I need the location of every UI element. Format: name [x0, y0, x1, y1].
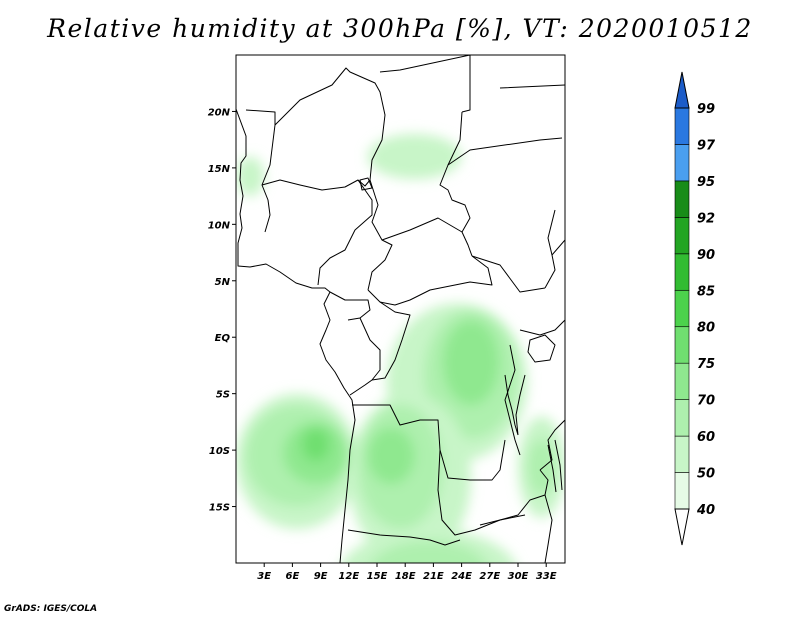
y-tick-label: 5N	[215, 277, 231, 288]
humidity-region-15	[527, 438, 556, 496]
x-tick-label: 33E	[536, 571, 557, 582]
border-car	[367, 217, 493, 306]
y-tick-label: 10N	[208, 220, 231, 231]
border-east-africa	[539, 239, 565, 563]
colorbar-label: 99	[697, 102, 715, 117]
colorbar-label: 40	[696, 503, 715, 518]
border-ne-corner	[499, 84, 565, 256]
x-tick-label: 15E	[367, 571, 388, 582]
lake-chad	[359, 177, 373, 191]
colorbar-label: 97	[697, 138, 716, 153]
colorbar-segment	[674, 472, 690, 510]
colorbar-segment	[674, 144, 690, 182]
colorbar-label: 75	[697, 357, 715, 372]
colorbar-segment	[674, 289, 690, 328]
humidity-region-0	[236, 156, 265, 197]
x-tick-label: 9E	[314, 571, 328, 582]
x-tick-label: 6E	[286, 571, 300, 582]
zambezi-river	[479, 514, 526, 526]
colorbar-segment	[674, 217, 690, 255]
border-niger-nigeria	[261, 124, 371, 233]
colorbar-bottom-triangle	[674, 508, 690, 546]
y-tick-label: 10S	[209, 446, 230, 457]
colorbar-segment	[674, 253, 690, 291]
x-tick-label: 12E	[338, 571, 359, 582]
x-tick-label: 3E	[257, 571, 271, 582]
colorbar-label: 95	[697, 175, 715, 190]
lake-victoria	[527, 334, 556, 363]
x-axis-ticks: 3E 6E 9E 12E 15E 18E 21E 24E 27E 30E 33E	[257, 563, 557, 582]
grads-credit: GrADS: IGES/COLA	[4, 604, 98, 614]
colorbar: 40 50 60 70 75 80 85 90 92 95 97 99	[674, 71, 716, 546]
humidity-region-11	[367, 427, 415, 484]
colorbar-label: 85	[697, 284, 715, 299]
x-tick-label: 21E	[423, 571, 444, 582]
chart-title: Relative humidity at 300hPa [%], VT: 202…	[47, 14, 753, 43]
border-gabon-congo	[329, 291, 381, 396]
border-nigeria-cameroon	[317, 179, 373, 286]
border-great-lakes	[504, 319, 565, 456]
colorbar-segment	[674, 107, 690, 145]
humidity-region-8	[442, 320, 500, 405]
x-tick-label: 24E	[451, 571, 472, 582]
colorbar-label: 70	[697, 394, 715, 409]
lake-tanganyika	[504, 374, 526, 436]
coastline	[236, 108, 356, 563]
y-axis-ticks: 20N 15N 10N 5N EQ 5S 10S 15S	[208, 107, 236, 514]
humidity-region-1	[367, 134, 462, 180]
border-angola-namibia	[347, 529, 461, 546]
y-tick-label: 15S	[209, 503, 230, 514]
border-chad-north	[439, 111, 473, 257]
colorbar-segment	[674, 326, 690, 364]
border-libya	[379, 55, 471, 113]
y-tick-label: 5S	[216, 390, 230, 401]
x-tick-label: 30E	[508, 571, 529, 582]
colorbar-top-triangle	[674, 71, 690, 109]
humidity-region-13	[371, 540, 487, 563]
colorbar-label: 92	[697, 211, 715, 226]
x-tick-label: 27E	[479, 571, 500, 582]
border-sudan	[447, 137, 563, 293]
x-tick-label: 18E	[395, 571, 416, 582]
y-tick-label: 15N	[208, 164, 231, 175]
colorbar-segment	[674, 362, 690, 400]
colorbar-segment	[674, 399, 690, 437]
colorbar-label: 60	[697, 430, 715, 445]
y-tick-label: EQ	[215, 333, 231, 344]
plot-frame	[235, 54, 566, 564]
y-tick-label: 20N	[208, 107, 231, 118]
country-borders	[236, 55, 565, 563]
colorbar-segment	[674, 180, 690, 218]
colorbar-label: 50	[697, 467, 715, 482]
border-cameroon-chad	[367, 179, 393, 291]
border-drc-congo	[371, 301, 411, 381]
humidity-fill-layer	[236, 134, 565, 563]
lake-malawi	[547, 439, 563, 493]
humidity-region-5	[301, 427, 330, 462]
colorbar-label: 80	[697, 321, 715, 336]
colorbar-segment	[674, 435, 690, 473]
colorbar-label: 90	[697, 248, 715, 263]
